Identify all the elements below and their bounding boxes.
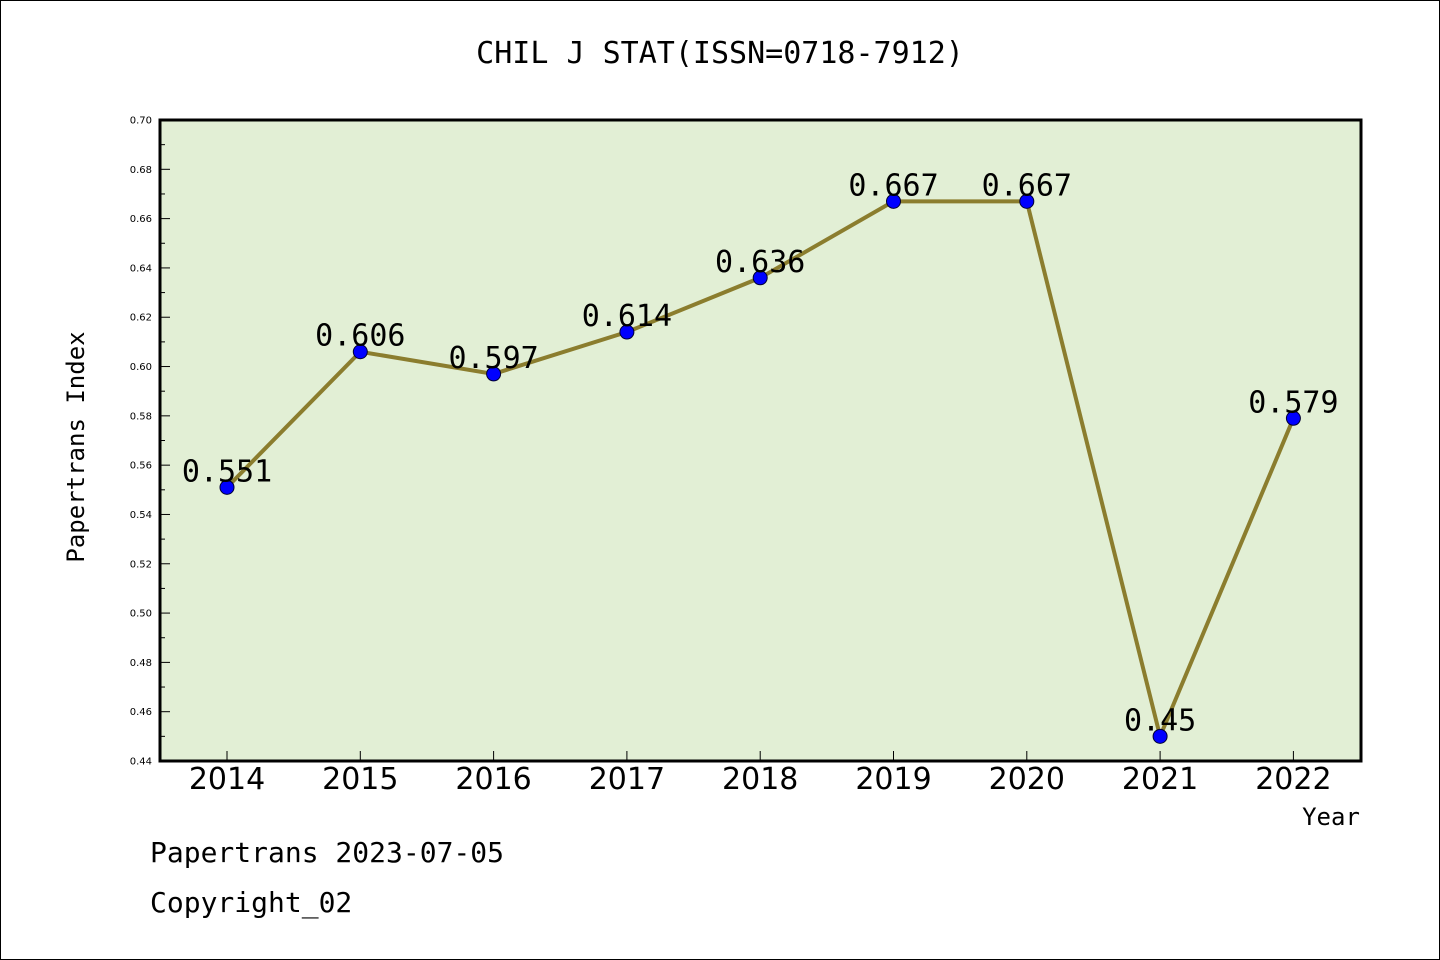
- y-tick-label: 0.54: [130, 510, 152, 521]
- y-tick-label: 0.46: [130, 707, 152, 718]
- footer-date: Papertrans 2023-07-05: [150, 836, 505, 869]
- data-label: 0.597: [448, 341, 538, 376]
- data-labels: 0.551 0.606 0.597 0.614 0.636 0.667 0.667 0.45 0…: [182, 168, 1339, 738]
- y-tick-label: 0.68: [130, 165, 152, 176]
- y-tick-label: 0.62: [130, 313, 152, 324]
- data-point: [886, 193, 901, 209]
- y-tick-label: 0.60: [130, 362, 152, 373]
- footer-copyright: Copyright_02: [150, 886, 353, 919]
- x-tick-label: 2021: [1122, 762, 1198, 797]
- data-point: [619, 324, 635, 340]
- y-tick-label: 0.48: [130, 658, 152, 669]
- x-tick-label: 2022: [1255, 762, 1331, 797]
- plot-area: [158, 118, 1363, 763]
- y-axis-label: Papertrans Index: [62, 331, 90, 562]
- y-tick-label: 0.64: [130, 263, 152, 274]
- data-label: 0.636: [715, 245, 805, 280]
- data-label: 0.551: [182, 454, 272, 489]
- x-tick-label: 2015: [322, 762, 398, 797]
- data-point: [352, 344, 368, 360]
- x-tick-label: 2019: [855, 762, 931, 797]
- y-tick-label: 0.44: [130, 757, 152, 768]
- x-tick-label: 2014: [189, 762, 265, 797]
- x-tick-label: 2018: [722, 762, 798, 797]
- data-label: 0.667: [982, 168, 1072, 203]
- y-tick-label: 0.66: [130, 214, 152, 225]
- x-axis-label: Year: [1302, 803, 1360, 831]
- y-tick-label: 0.52: [130, 559, 152, 570]
- data-label: 0.606: [315, 319, 405, 354]
- y-axis: 0.44 0.46 0.48 0.50 0.52 0.54 0.56 0.58 0.60 0.62…: [130, 116, 170, 768]
- data-point: [1285, 410, 1301, 426]
- data-point: [219, 479, 235, 495]
- chart-title: CHIL J STAT(ISSN=0718-7912): [476, 36, 964, 71]
- x-tick-label: 2017: [589, 762, 665, 797]
- x-tick-label: 2016: [455, 762, 531, 797]
- data-point: [1019, 193, 1035, 209]
- y-tick-label: 0.58: [130, 411, 152, 422]
- data-point: [752, 270, 768, 286]
- series-markers: [219, 193, 1301, 744]
- data-point: [1152, 728, 1168, 744]
- x-tick-label: 2020: [989, 762, 1065, 797]
- data-point: [486, 366, 502, 382]
- data-label: 0.45: [1124, 703, 1196, 738]
- data-label: 0.614: [582, 299, 672, 334]
- data-label: 0.579: [1248, 385, 1338, 420]
- x-axis: 2014 2015 2016 2017 2018 2019 2020 2021 2022: [189, 751, 1332, 797]
- y-tick-label: 0.70: [130, 116, 152, 127]
- y-tick-label: 0.56: [130, 461, 152, 472]
- y-tick-label: 0.50: [130, 609, 152, 620]
- data-label: 0.667: [848, 168, 938, 203]
